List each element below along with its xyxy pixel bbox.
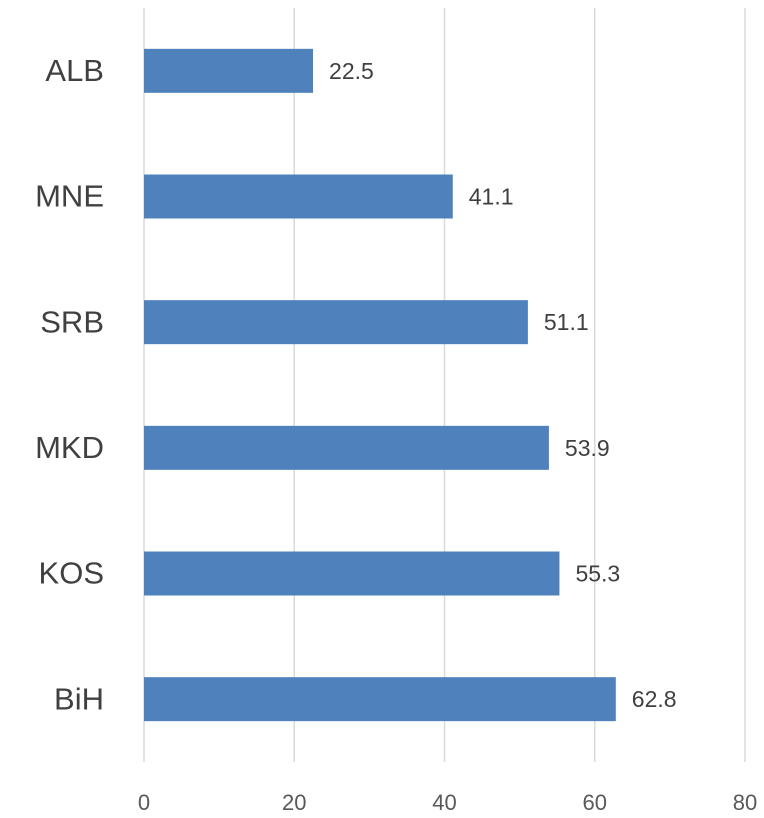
bar [144,425,549,470]
bar [144,174,453,219]
x-tick-label: 0 [138,790,150,815]
x-tick-label: 20 [282,790,306,815]
y-tick-label: KOS [39,556,104,591]
y-tick-label: MKD [35,430,104,465]
bar [144,677,616,722]
data-label: 22.5 [329,58,374,84]
x-tick-label: 80 [733,790,757,815]
data-label: 41.1 [469,184,514,210]
data-label: 55.3 [575,561,620,587]
bar [144,551,560,596]
data-label: 62.8 [632,686,677,712]
y-tick-label: SRB [40,304,104,339]
y-tick-label: ALB [45,53,104,88]
data-label: 53.9 [565,435,610,461]
x-tick-label: 60 [583,790,607,815]
y-tick-label: BiH [54,681,104,716]
data-label: 51.1 [544,309,589,335]
bar [144,300,528,345]
y-tick-label: MNE [35,179,104,214]
x-tick-label: 40 [432,790,456,815]
bar [144,48,314,93]
